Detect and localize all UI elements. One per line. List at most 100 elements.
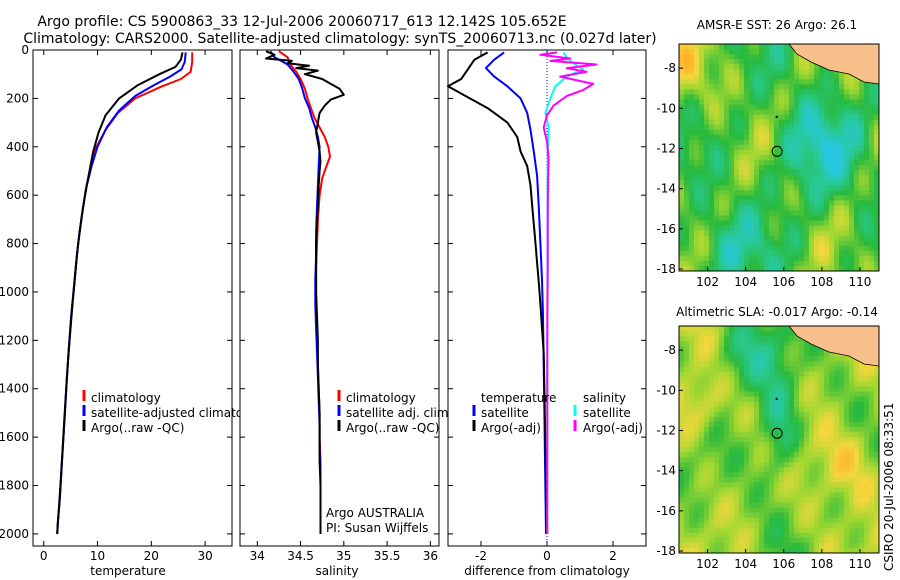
- map-cell: [834, 522, 840, 529]
- map-cell: [779, 89, 785, 95]
- map-cell: [684, 341, 690, 347]
- map-cell: [739, 225, 745, 232]
- map-cell: [784, 351, 790, 357]
- map-cell: [854, 139, 860, 146]
- map-cell: [854, 215, 860, 221]
- temperature-xlabel: temperature: [90, 564, 165, 578]
- map-cell: [794, 265, 800, 271]
- map-cell: [689, 517, 695, 524]
- map-cell: [859, 477, 865, 483]
- map-cell: [719, 144, 725, 151]
- map-cell: [779, 84, 785, 90]
- map-cell: [789, 84, 795, 90]
- map-cell: [774, 265, 780, 271]
- map-cell: [854, 426, 860, 433]
- map-cell: [759, 190, 765, 196]
- map-cell: [854, 94, 860, 100]
- y-tick-label: 1600: [0, 430, 29, 444]
- map-cell: [859, 421, 865, 428]
- map-cell: [744, 59, 750, 65]
- map-cell: [779, 452, 785, 458]
- map-cell: [689, 431, 695, 438]
- map-cell: [859, 149, 865, 156]
- map-cell: [799, 492, 805, 498]
- map-cell: [814, 532, 820, 539]
- map-x-tick-label: 106: [772, 275, 795, 289]
- map-cell: [789, 205, 795, 211]
- map-cell: [859, 104, 865, 110]
- map-cell: [679, 160, 685, 166]
- map-cell: [834, 240, 840, 247]
- map-cell: [719, 190, 725, 196]
- map-cell: [714, 205, 720, 211]
- map-cell: [714, 411, 720, 418]
- map-cell: [754, 170, 760, 176]
- map-cell: [689, 426, 695, 433]
- map-cell: [744, 220, 750, 226]
- map-cell: [749, 497, 755, 503]
- map-cell: [784, 346, 790, 352]
- map-cell: [699, 180, 705, 186]
- map-cell: [844, 185, 850, 191]
- map-cell: [864, 502, 870, 508]
- map-cell: [704, 139, 710, 146]
- map-cell: [794, 54, 800, 60]
- map-cell: [679, 421, 685, 428]
- map-cell: [689, 265, 695, 271]
- map-cell: [864, 220, 870, 226]
- map-cell: [819, 497, 825, 503]
- map-cell: [704, 255, 710, 262]
- map-cell: [769, 109, 775, 116]
- map-cell: [874, 497, 879, 503]
- map-cell: [739, 336, 745, 342]
- map-cell: [784, 104, 790, 110]
- map-cell: [784, 442, 790, 448]
- map-y-tick-label: -8: [664, 343, 676, 357]
- map-cell: [819, 371, 825, 377]
- map-cell: [704, 195, 710, 201]
- map-cell: [874, 160, 879, 166]
- map-cell: [709, 426, 715, 433]
- map-cell: [709, 497, 715, 503]
- map-cell: [869, 472, 875, 478]
- map-cell: [694, 235, 700, 242]
- map-cell: [729, 396, 735, 403]
- map-cell: [759, 497, 765, 503]
- map-cell: [709, 154, 715, 161]
- map-cell: [869, 371, 875, 377]
- map-cell: [704, 331, 710, 337]
- map-cell: [704, 351, 710, 357]
- map-cell: [724, 341, 730, 347]
- map-cell: [774, 346, 780, 352]
- map-cell: [759, 119, 765, 126]
- map-cell: [694, 421, 700, 428]
- map-cell: [749, 436, 755, 443]
- map-cell: [874, 99, 879, 105]
- map-cell: [774, 134, 780, 141]
- map-cell: [839, 170, 845, 176]
- map-cell: [779, 74, 785, 80]
- map-cell: [864, 426, 870, 433]
- map-cell: [799, 447, 805, 453]
- map-cell: [819, 512, 825, 519]
- map-cell: [769, 160, 775, 166]
- map-cell: [839, 180, 845, 186]
- map-cell: [789, 336, 795, 342]
- map-cell: [849, 240, 855, 247]
- map-cell: [749, 119, 755, 126]
- map-cell: [774, 381, 780, 387]
- map-cell: [714, 94, 720, 100]
- map-cell: [744, 396, 750, 403]
- map-cell: [694, 507, 700, 514]
- map-cell: [784, 124, 790, 131]
- map-cell: [874, 175, 879, 181]
- map-cell: [779, 205, 785, 211]
- map-cell: [769, 119, 775, 126]
- map-cell: [804, 94, 810, 100]
- map-cell: [704, 134, 710, 141]
- x-tick-label: 36: [423, 549, 438, 563]
- map-cell: [679, 411, 685, 418]
- map-cell: [864, 205, 870, 211]
- map-cell: [789, 64, 795, 70]
- map-cell: [704, 175, 710, 181]
